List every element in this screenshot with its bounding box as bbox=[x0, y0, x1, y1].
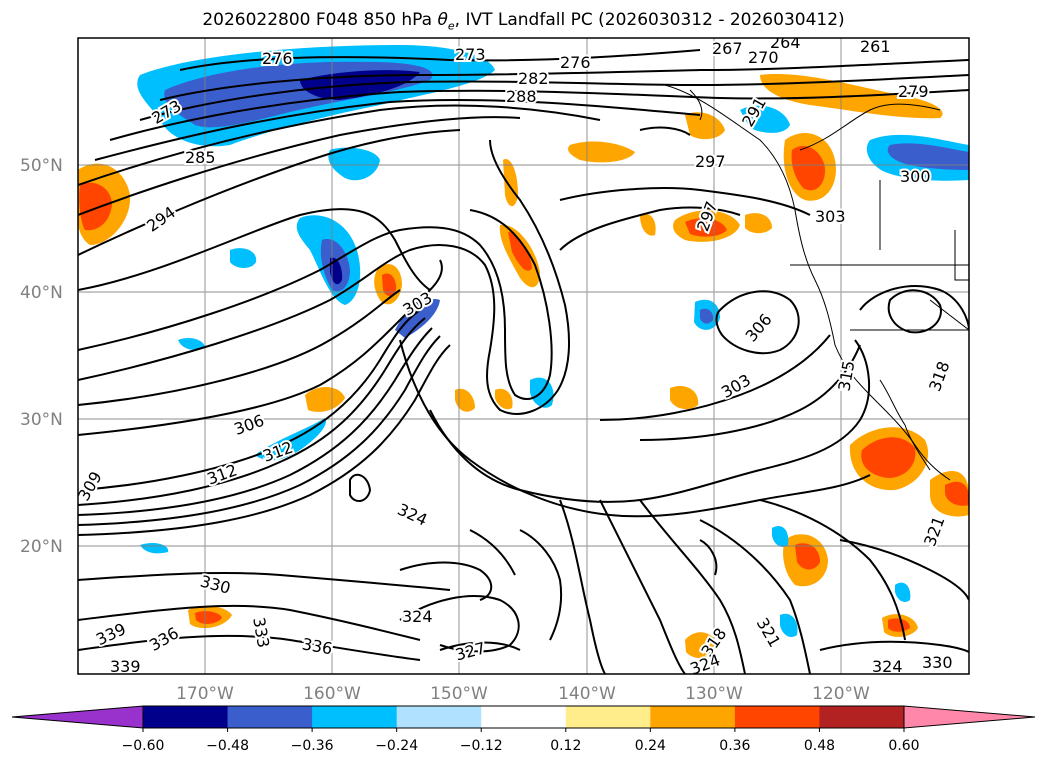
contour-label: 276 bbox=[560, 53, 591, 72]
contour-label: 273 bbox=[455, 45, 486, 64]
positive-region-small-4 bbox=[640, 213, 656, 236]
positive-region-southwest bbox=[305, 387, 345, 412]
negative-region-tropical-2 bbox=[780, 613, 798, 637]
latitude-labels: 50°N 40°N 30°N 20°N bbox=[20, 156, 63, 557]
negative-region-tropical-3 bbox=[895, 582, 911, 603]
colorbar-tick-label: 0.24 bbox=[635, 738, 666, 754]
lat-label: 50°N bbox=[20, 156, 63, 176]
positive-region-central-2-core bbox=[508, 232, 532, 271]
colorbar-tick-label: 0.36 bbox=[719, 738, 750, 754]
contour-label: 303 bbox=[815, 207, 846, 226]
colorbar-extend-low bbox=[11, 705, 144, 729]
contour-label: 300 bbox=[900, 167, 931, 186]
colorbar-swatch bbox=[481, 706, 567, 728]
contour-label: 267 bbox=[712, 39, 743, 58]
lon-label: 160°W bbox=[303, 684, 361, 704]
positive-region-strip bbox=[503, 159, 518, 207]
theta-e-contours bbox=[78, 49, 969, 674]
colorbar bbox=[11, 705, 1036, 729]
contour-label: 324 bbox=[402, 607, 433, 626]
colorbar-swatch bbox=[312, 706, 398, 728]
positive-region-tropical-1-core bbox=[795, 543, 820, 570]
colorbar-swatch bbox=[819, 706, 905, 728]
colorbar-tick-label: −0.36 bbox=[291, 738, 334, 754]
lat-label: 40°N bbox=[20, 283, 63, 303]
coastlines bbox=[664, 84, 969, 481]
positive-region-west-core bbox=[79, 182, 112, 231]
contour-label: 270 bbox=[748, 48, 779, 67]
negative-region-small-1 bbox=[230, 248, 257, 268]
contour-label: 261 bbox=[860, 37, 891, 56]
colorbar-frame bbox=[142, 705, 905, 729]
colorbar-tick-label: −0.48 bbox=[206, 738, 249, 754]
positive-region-south-1 bbox=[455, 388, 475, 412]
negative-region-central-deep bbox=[330, 257, 343, 285]
lat-label: 20°N bbox=[20, 537, 63, 557]
contour-label: 324 bbox=[872, 657, 903, 676]
positive-region-tropical-2-core bbox=[195, 611, 222, 624]
colorbar-labels: −0.60 −0.48 −0.36 −0.24 −0.12 0.12 0.24 0.36 0.4… bbox=[122, 728, 920, 754]
negative-region-bc-coast bbox=[740, 105, 790, 133]
contour-label: 339 bbox=[110, 657, 141, 676]
lon-label: 120°W bbox=[812, 684, 870, 704]
negative-region-northeast-core bbox=[887, 143, 969, 170]
lon-label: 170°W bbox=[176, 684, 234, 704]
positive-region-south-3 bbox=[670, 385, 699, 410]
positive-region-mexico-core bbox=[861, 437, 916, 478]
colorbar-extend-high bbox=[903, 705, 1036, 729]
contour-label: 276 bbox=[262, 49, 293, 68]
positive-region-coast-blob-core bbox=[791, 146, 826, 191]
colorbar-tick-label: −0.24 bbox=[375, 738, 418, 754]
longitude-labels: 170°W 160°W 150°W 140°W 130°W 120°W bbox=[176, 684, 870, 704]
positive-region-small-ne-2 bbox=[685, 112, 725, 140]
contour-label: 264 bbox=[770, 33, 801, 52]
lon-label: 140°W bbox=[558, 684, 616, 704]
title-symbol: θ bbox=[437, 10, 448, 30]
positive-region-south-2 bbox=[495, 388, 513, 410]
lon-label: 150°W bbox=[430, 684, 488, 704]
negative-region-tropical-1 bbox=[772, 525, 789, 547]
negative-region-northwest-strip bbox=[328, 147, 380, 181]
colorbar-tick-label: 0.12 bbox=[550, 738, 581, 754]
positive-region-mid-east-2 bbox=[745, 213, 772, 234]
title-subscript: e bbox=[447, 19, 455, 33]
contour-label: 297 bbox=[695, 152, 726, 171]
colorbar-swatch bbox=[650, 706, 736, 728]
positive-region-small-ne bbox=[568, 141, 635, 163]
colorbar-swatch bbox=[565, 706, 651, 728]
positive-region-mexico-east-core bbox=[945, 481, 969, 506]
contour-label: 282 bbox=[518, 69, 549, 88]
map-frame bbox=[77, 37, 970, 675]
contour-label: 330 bbox=[922, 653, 953, 672]
title-prefix: 2026022800 F048 850 hPa bbox=[202, 10, 438, 30]
map-title: 2026022800 F048 850 hPa θe, IVT Landfall… bbox=[0, 10, 1047, 32]
contour-label: 288 bbox=[506, 87, 537, 106]
negative-region-small-3 bbox=[178, 337, 205, 350]
contour-label: 279 bbox=[898, 82, 929, 101]
negative-region-mid-east-core bbox=[700, 308, 714, 324]
colorbar-swatch bbox=[396, 706, 482, 728]
colorbar-tick-label: −0.60 bbox=[122, 738, 165, 754]
lon-label: 130°W bbox=[685, 684, 743, 704]
colorbar-swatch bbox=[143, 706, 229, 728]
lat-label: 30°N bbox=[20, 410, 63, 430]
title-suffix: , IVT Landfall PC (2026030312 - 20260304… bbox=[454, 10, 845, 30]
colorbar-tick-label: −0.12 bbox=[460, 738, 503, 754]
colorbar-tick-label: 0.48 bbox=[804, 738, 835, 754]
colorbar-swatch bbox=[227, 706, 313, 728]
contour-label: 285 bbox=[185, 148, 216, 167]
graticule bbox=[78, 38, 969, 674]
positive-region-mid-east-core bbox=[685, 218, 727, 237]
positive-region-tropical-3-core bbox=[888, 618, 910, 632]
negative-region-jet-streak bbox=[395, 299, 440, 338]
colorbar-tick-label: 0.60 bbox=[888, 738, 919, 754]
positive-region-tropical-4 bbox=[685, 632, 718, 659]
colorbar-swatch bbox=[734, 706, 820, 728]
positive-region-central-1-core bbox=[382, 273, 397, 296]
